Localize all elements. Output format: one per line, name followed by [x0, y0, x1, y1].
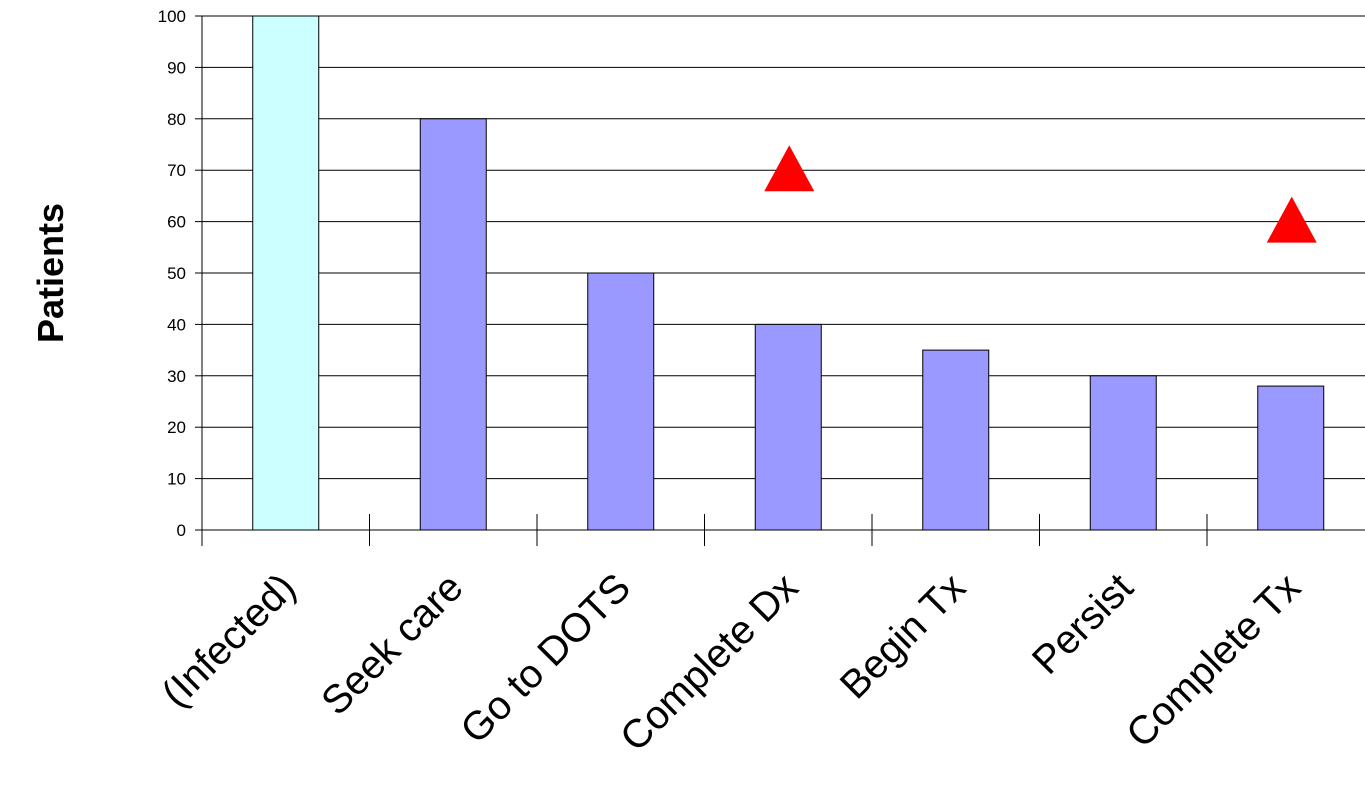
- bar: [922, 349, 990, 531]
- bar: [1257, 385, 1325, 531]
- x-tick-label: Complete Dx: [612, 565, 807, 760]
- bar: [1089, 375, 1157, 531]
- markers: [764, 145, 1317, 243]
- bar: [419, 118, 487, 531]
- marker-triangle: [764, 145, 815, 192]
- y-tick-label: 90: [167, 58, 186, 77]
- y-tick-labels: 0 10 20 30 40 50 60 70 80 90 100: [158, 7, 186, 540]
- y-tick-label: 0: [177, 521, 186, 540]
- bar: [754, 323, 822, 531]
- y-tick-label: 10: [167, 470, 186, 489]
- x-tick-label: Complete Tx: [1118, 565, 1309, 756]
- y-tick-label: 40: [167, 315, 186, 334]
- y-tick-label: 60: [167, 213, 186, 232]
- x-tick-label: Go to DOTS: [452, 565, 639, 752]
- y-tick-label: 100: [158, 7, 186, 26]
- x-tick-label: Seek care: [313, 565, 471, 723]
- y-axis-title: Patients: [30, 203, 71, 343]
- y-tick-label: 80: [167, 110, 186, 129]
- x-tick-label: Persist: [1024, 565, 1142, 683]
- marker-triangle: [1266, 196, 1317, 243]
- bar: [587, 272, 655, 531]
- axes: [195, 15, 1365, 546]
- y-tick-label: 50: [167, 264, 186, 283]
- x-tick-label: (Infected): [154, 565, 305, 716]
- y-tick-label: 70: [167, 161, 186, 180]
- gridlines: [202, 15, 1365, 480]
- bar: [252, 15, 320, 531]
- y-tick-label: 30: [167, 367, 186, 386]
- x-tick-label: Begin Tx: [832, 565, 974, 707]
- y-tick-label: 20: [167, 418, 186, 437]
